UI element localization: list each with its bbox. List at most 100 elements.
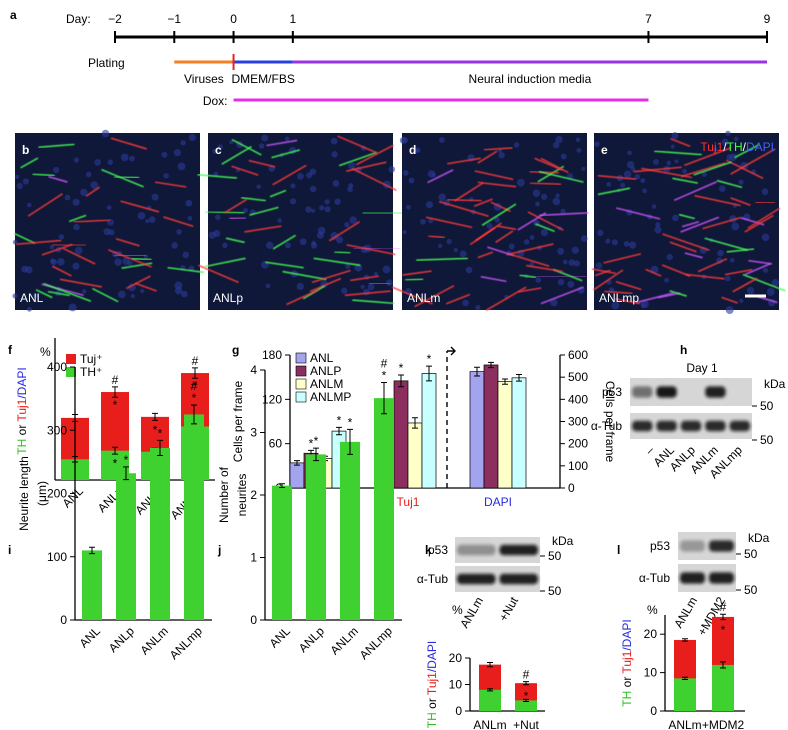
nucleus — [550, 298, 558, 307]
neurite — [125, 275, 151, 290]
blot-band — [632, 420, 653, 432]
nucleus — [341, 287, 348, 294]
lane-label: +Nut — [496, 594, 521, 624]
neurite — [120, 200, 160, 213]
neurite — [702, 216, 741, 230]
neurite — [405, 278, 424, 281]
nucleus — [425, 201, 434, 209]
error-bar — [487, 688, 493, 692]
y-tick-label: 180 — [262, 348, 282, 362]
nucleus — [718, 185, 726, 193]
neurite — [68, 214, 87, 223]
neurite — [744, 214, 774, 233]
nucleus — [305, 206, 312, 213]
neurite — [721, 296, 739, 304]
significance-mark: * — [193, 379, 198, 393]
micrograph — [208, 133, 393, 310]
significance-mark: * — [337, 413, 342, 427]
neurite — [742, 273, 786, 292]
bar — [515, 700, 537, 711]
nucleus — [256, 184, 261, 189]
nucleus — [73, 223, 80, 231]
nucleus — [360, 284, 365, 289]
nucleus — [213, 171, 219, 177]
nucleus — [58, 234, 65, 240]
neurite — [748, 259, 773, 265]
neurite — [473, 198, 493, 207]
blot-row-label: p53 — [428, 543, 448, 557]
panel-label: i — [8, 543, 11, 557]
neurite — [85, 186, 101, 197]
nucleus — [766, 287, 775, 296]
neurite — [427, 169, 454, 184]
nucleus — [49, 258, 56, 264]
neurite — [438, 200, 489, 218]
neurite — [487, 246, 514, 257]
nucleus — [290, 183, 296, 189]
nucleus — [535, 201, 540, 207]
neurite — [402, 270, 432, 276]
neurite — [266, 139, 298, 147]
y-axis-label: TH or Tuj1/DAPI — [15, 367, 29, 454]
y-label-part: Tuj1 — [425, 672, 439, 695]
significance-mark: # — [720, 600, 727, 614]
y-tick-label: 0 — [455, 704, 462, 718]
nucleus — [26, 306, 32, 312]
neurite — [221, 145, 252, 165]
nucleus — [666, 160, 672, 166]
nucleus — [552, 197, 561, 206]
nucleus — [243, 208, 248, 213]
nucleus — [53, 166, 60, 174]
neurite — [121, 262, 153, 269]
nucleus — [148, 216, 156, 223]
nucleus — [439, 137, 445, 143]
nucleus — [746, 286, 755, 295]
nucleus — [151, 193, 159, 201]
x-tick-label: ANLm — [668, 718, 701, 730]
nucleus — [568, 259, 575, 266]
bar — [289, 462, 305, 489]
image-label: ANLm — [407, 291, 440, 305]
error-bar — [682, 638, 688, 642]
error-bar — [381, 382, 387, 415]
nucleus — [367, 283, 375, 291]
nucleus — [402, 230, 407, 235]
stain-legend: Tuj1/TH/DAPI — [700, 140, 774, 154]
nucleus — [560, 208, 566, 214]
nucleus — [130, 294, 135, 299]
nucleus — [761, 188, 769, 196]
nucleus — [261, 134, 269, 142]
y-tick-label: 2 — [250, 488, 257, 502]
error-bar — [347, 428, 353, 455]
blot-row-label: α-Tub — [591, 419, 622, 433]
nucleus — [672, 214, 679, 222]
significance-mark: * — [382, 369, 387, 383]
nucleus — [465, 266, 473, 274]
nucleus — [557, 247, 565, 255]
nucleus — [212, 148, 218, 154]
bar — [712, 664, 734, 711]
image-label: ANL — [20, 291, 44, 305]
nucleus — [725, 306, 734, 314]
nucleus — [540, 228, 549, 237]
significance-mark: * — [158, 426, 163, 440]
nucleus — [161, 151, 168, 158]
neurite — [730, 148, 776, 175]
neurite — [529, 182, 562, 186]
nucleus — [724, 275, 731, 282]
neurite — [591, 268, 617, 275]
y-tick-label: 4 — [250, 363, 257, 377]
blot-row-label: α-Tub — [417, 572, 448, 586]
nucleus — [217, 144, 223, 150]
nucleus — [597, 229, 604, 237]
nucleus — [713, 147, 718, 152]
significance-mark: * — [314, 434, 319, 448]
nucleus — [406, 204, 411, 210]
neurite — [535, 223, 555, 233]
x-tick-label: Tuj1 — [397, 495, 420, 509]
neurite — [115, 238, 140, 247]
blot-band — [457, 544, 496, 556]
neurite — [730, 197, 751, 207]
marker-label: 50 — [760, 433, 774, 447]
blot-band — [499, 544, 538, 556]
